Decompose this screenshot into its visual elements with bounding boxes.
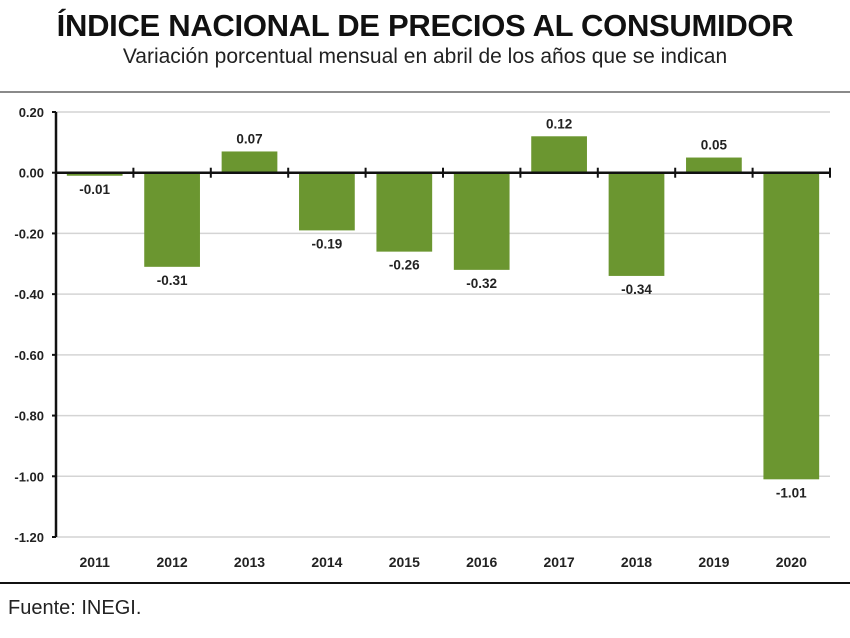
x-tick-label: 2018 [621,554,652,570]
data-label: 0.12 [546,116,572,131]
source-note: Fuente: INEGI. [8,597,142,619]
top-divider [0,91,850,93]
x-tick-label: 2016 [466,554,497,570]
bar-2012 [144,172,200,267]
x-tick-label: 2013 [234,554,265,570]
y-tick-label: -0.20 [14,226,44,241]
data-label: 0.05 [701,138,728,153]
bar-2020 [763,172,820,480]
x-tick-label: 2012 [157,554,188,570]
y-tick-label: 0.20 [19,105,44,120]
x-tick-label: 2011 [80,554,111,570]
y-tick-label: -0.80 [14,409,44,424]
bar-2016 [453,172,510,270]
y-tick-label: -0.40 [14,287,44,302]
x-tick-label: 2020 [776,554,807,570]
axes [52,111,831,538]
bar-2015 [376,172,433,252]
bar-2017 [531,136,587,173]
data-label: -0.01 [79,182,110,197]
bar-2014 [299,172,355,231]
data-label: -1.01 [776,485,807,500]
bar-2013 [221,151,278,173]
y-tick-label: -1.00 [14,469,44,484]
bar-2019 [686,157,742,173]
data-label: -0.26 [389,258,420,273]
chart-title: ÍNDICE NACIONAL DE PRECIOS AL CONSUMIDOR [56,8,794,43]
data-label: 0.07 [236,131,262,146]
y-tick-label: -0.60 [14,348,44,363]
data-label: -0.32 [466,276,497,291]
x-tick-label: 2019 [698,554,729,570]
x-tick-label: 2017 [544,554,575,570]
y-tick-label: 0.00 [19,166,44,181]
labels: 0.20 0.00 -0.20 -0.40 -0.60 -0.80 -1.00 -1.20 -0… [14,105,807,570]
data-label: -0.31 [157,273,188,288]
bar-chart: 0.20 0.00 -0.20 -0.40 -0.60 -0.80 -1.00 -1.20 -0… [14,105,831,570]
data-label: -0.34 [621,282,652,297]
data-label: -0.19 [312,236,343,251]
bar-2011 [66,172,123,176]
x-tick-label: 2015 [389,554,420,570]
y-tick-label: -1.20 [14,530,44,545]
bar-2018 [608,172,665,276]
x-tick-label: 2014 [311,554,342,570]
bars [66,136,820,480]
bottom-divider [0,582,850,584]
chart-subtitle: Variación porcentual mensual en abril de… [122,45,728,68]
